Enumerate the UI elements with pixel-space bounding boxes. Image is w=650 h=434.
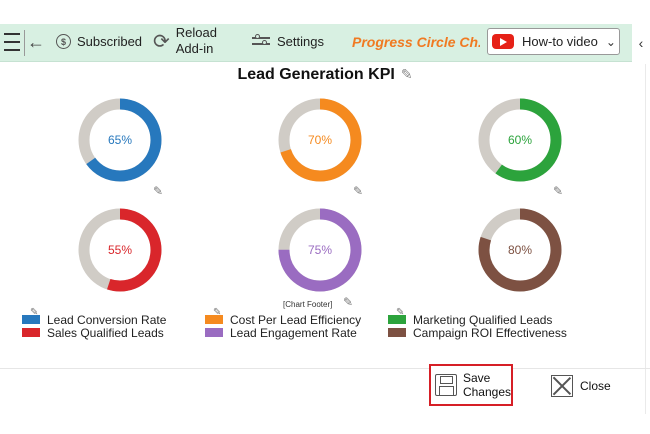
legend-swatch[interactable] (205, 315, 223, 324)
edit-pencil-icon[interactable]: ✎ (153, 184, 164, 198)
progress-arc (478, 98, 562, 182)
progress-ring: 65% (75, 95, 165, 185)
collapse-panel-icon[interactable]: ‹ (632, 24, 650, 62)
legend-swatch[interactable] (388, 315, 406, 324)
settings-label: Settings (277, 34, 324, 49)
close-icon (551, 375, 573, 397)
progress-percent-label: 80% (507, 243, 533, 257)
reload-label-line1: Reload (175, 25, 217, 40)
legend-swatch[interactable] (205, 328, 223, 337)
page-title: Lead Generation KPI (237, 66, 395, 83)
progress-percent-label: 70% (307, 133, 333, 147)
legend-item: Sales Qualified Leads (22, 325, 164, 340)
edit-legend-pencil-icon[interactable]: ✎ (213, 307, 222, 318)
legend-label: Lead Conversion Rate (47, 312, 167, 327)
scrollbar-track[interactable] (645, 64, 646, 414)
progress-percent-label: 55% (107, 243, 133, 257)
legend-item: Marketing Qualified Leads (388, 312, 553, 327)
legend-label: Lead Engagement Rate (230, 325, 357, 340)
legend-item: Campaign ROI Effectiveness (388, 325, 567, 340)
floppy-disk-icon (435, 374, 457, 396)
settings-button[interactable]: Settings (252, 33, 324, 49)
progress-arc (278, 208, 362, 292)
progress-arc (78, 98, 162, 182)
progress-arc (78, 208, 162, 292)
legend-item: Lead Engagement Rate (205, 325, 357, 340)
chart-footer-label: [Chart Footer] (283, 300, 333, 309)
youtube-icon (492, 34, 514, 49)
app-title: Progress Circle Ch... (352, 34, 480, 50)
progress-percent-label: 60% (507, 133, 533, 147)
subscribed-button[interactable]: $ Subscribed (56, 34, 142, 49)
legend-item: Lead Conversion Rate (22, 312, 167, 327)
dollar-icon: $ (56, 34, 71, 49)
progress-arc (278, 98, 362, 182)
save-changes-button[interactable]: Save Changes (429, 364, 513, 406)
progress-ring: 75% (275, 205, 365, 295)
howto-label: How-to video (522, 34, 598, 49)
edit-pencil-icon[interactable]: ✎ (343, 295, 354, 309)
refresh-icon: ⟳ (153, 30, 170, 53)
progress-percent-label: 75% (307, 243, 333, 257)
settings-sliders-icon (252, 33, 270, 49)
progress-ring: 80% (475, 205, 565, 295)
save-label-line2: Changes (462, 385, 511, 399)
edit-title-pencil-icon[interactable]: ✎ (400, 66, 413, 82)
reload-label-line2: Add-in (175, 41, 214, 56)
howto-video-dropdown[interactable]: How-to video ⌄ (487, 28, 620, 55)
legend-label: Campaign ROI Effectiveness (413, 325, 567, 340)
close-label: Close (580, 379, 611, 393)
legend-label: Sales Qualified Leads (47, 325, 164, 340)
subscribed-label: Subscribed (77, 34, 143, 49)
divider (0, 368, 650, 369)
legend-label: Marketing Qualified Leads (413, 312, 553, 327)
edit-legend-pencil-icon[interactable]: ✎ (396, 307, 405, 318)
reload-addin-button[interactable]: ⟳ Reload Add-in (153, 25, 217, 57)
edit-pencil-icon[interactable]: ✎ (553, 184, 564, 198)
edit-pencil-icon[interactable]: ✎ (353, 184, 364, 198)
toolbar-divider (24, 30, 25, 56)
save-label-line1: Save (462, 371, 491, 385)
progress-ring: 55% (75, 205, 165, 295)
progress-ring: 60% (475, 95, 565, 185)
progress-arc (478, 208, 562, 292)
back-arrow-icon[interactable]: ← (27, 32, 45, 52)
chevron-down-icon: ⌄ (605, 34, 616, 49)
progress-ring: 70% (275, 95, 365, 185)
edit-legend-pencil-icon[interactable]: ✎ (30, 307, 39, 318)
legend-item: Cost Per Lead Efficiency (205, 312, 362, 327)
legend-swatch[interactable] (22, 315, 40, 324)
legend-label: Cost Per Lead Efficiency (230, 312, 362, 327)
legend-swatch[interactable] (388, 328, 406, 337)
toolbar: ← $ Subscribed ⟳ Reload Add-in Settings … (0, 24, 632, 62)
close-button[interactable]: Close (551, 375, 611, 397)
progress-percent-label: 65% (107, 133, 133, 147)
legend-swatch[interactable] (22, 328, 40, 337)
menu-icon[interactable] (3, 33, 21, 51)
kpi-title-row: Lead Generation KPI ✎ (0, 66, 650, 84)
